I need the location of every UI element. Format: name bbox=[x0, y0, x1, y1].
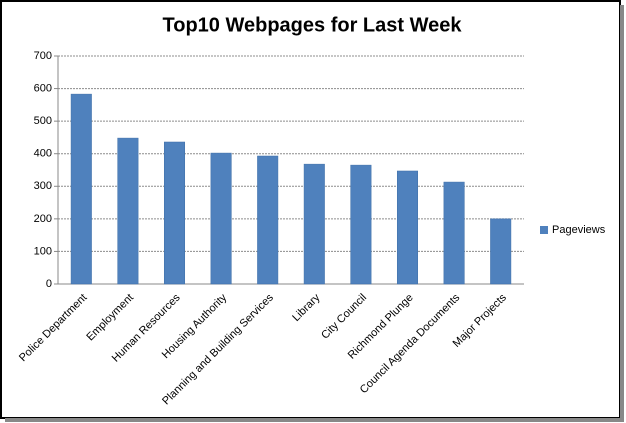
bar bbox=[303, 163, 325, 285]
y-tick-label: 500 bbox=[34, 115, 52, 127]
bar bbox=[350, 164, 372, 285]
bar bbox=[163, 141, 186, 285]
frame-shadow bbox=[5, 418, 624, 422]
bar bbox=[490, 218, 512, 285]
y-tick-label: 100 bbox=[34, 245, 52, 257]
legend-swatch bbox=[540, 226, 548, 234]
bar bbox=[70, 93, 92, 285]
y-tick-label: 0 bbox=[46, 278, 52, 290]
bar bbox=[117, 137, 139, 285]
y-tick-label: 200 bbox=[34, 213, 52, 225]
bar bbox=[396, 170, 419, 285]
frame-shadow bbox=[620, 5, 624, 420]
legend-label: Pageviews bbox=[552, 224, 606, 236]
y-tick-label: 300 bbox=[34, 180, 52, 192]
y-tick-label: 600 bbox=[34, 82, 52, 94]
bar bbox=[210, 152, 232, 285]
chart-title: Top10 Webpages for Last Week bbox=[163, 14, 463, 36]
bar bbox=[443, 181, 465, 285]
y-tick-label: 700 bbox=[34, 50, 52, 62]
y-tick-label: 400 bbox=[34, 148, 52, 160]
bar bbox=[257, 155, 279, 285]
